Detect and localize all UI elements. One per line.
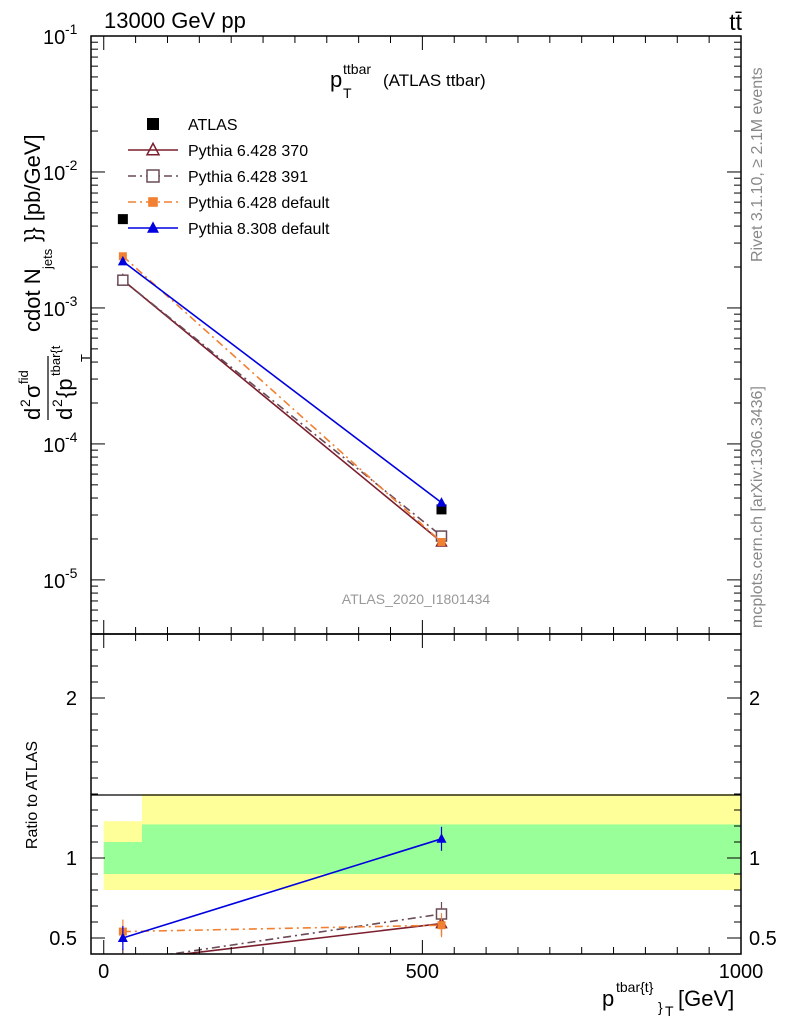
legend-item: Pythia 6.428 370 xyxy=(128,141,308,160)
main-panel: 10-110-210-310-410-5 p T ttbar (ATLAS tt… xyxy=(16,21,742,635)
x-tick-label: 1000 xyxy=(719,961,764,983)
main-y-tick-label: 10 -3 xyxy=(43,293,78,321)
ylabel-cdot: cdot N xyxy=(20,268,45,332)
ratio-y-tick-label-right: 2 xyxy=(749,688,760,710)
xlabel-units: [GeV] xyxy=(678,986,734,1011)
ratio-panel: 0.5 0.5 1 1 2 2 0 500 1000 Ratio to ATLAS p tbar… xyxy=(24,633,777,1019)
legend-marker xyxy=(146,169,160,183)
legend-label: Pythia 6.428 370 xyxy=(188,143,308,160)
ratio-point-1 xyxy=(118,956,128,966)
ratio-y-tick-label-right: 1 xyxy=(749,848,760,870)
process-label: tt̄ xyxy=(729,9,742,35)
main-y-tick-base: 10 xyxy=(43,27,65,49)
title-sub-T: T xyxy=(343,85,352,101)
ylabel-sup2: 2 xyxy=(17,399,33,407)
ylabel-T: T xyxy=(78,354,93,362)
main-y-tick-base: 10 xyxy=(43,571,65,593)
series-line-2 xyxy=(122,279,442,537)
ylabel-pbrace: {p xyxy=(52,378,77,398)
series-line-4 xyxy=(122,260,442,504)
data-point-2 xyxy=(117,274,129,286)
title-suffix: (ATLAS ttbar) xyxy=(383,71,486,90)
ratio-point-2 xyxy=(437,921,446,930)
x-tick-label: 0 xyxy=(98,961,109,983)
ylabel-units: }} [pb/GeV] xyxy=(20,134,45,242)
main-y-tick-exp: -2 xyxy=(65,157,78,173)
legend-label: Pythia 6.428 default xyxy=(188,195,330,212)
main-ylabel: d 2 σ fid d 2 {p tbar{t T cdot N jets }}… xyxy=(16,134,93,420)
legend-item: Pythia 6.428 391 xyxy=(128,169,308,186)
series-line-1 xyxy=(122,279,442,543)
main-y-tick-exp: -1 xyxy=(65,21,78,37)
legend-marker xyxy=(147,118,159,130)
main-y-tick-label: 10 -2 xyxy=(43,157,78,185)
uncertainty-band-inner-0 xyxy=(103,842,142,874)
data-point-4 xyxy=(436,497,447,507)
legend-item: Pythia 6.428 default xyxy=(128,195,330,212)
xlabel-sub: } xyxy=(658,999,663,1015)
legend-item: Pythia 8.308 default xyxy=(128,221,330,238)
main-y-tick-exp: -3 xyxy=(65,293,78,309)
ratio-point-0 xyxy=(118,956,128,966)
ratio-y-tick-label: 2 xyxy=(66,688,77,710)
data-point-0 xyxy=(117,214,128,225)
main-y-tick-label: 10 -4 xyxy=(43,429,78,457)
ratio-point-3 xyxy=(436,833,447,843)
ratio-y-tick-label: 1 xyxy=(66,848,77,870)
data-point-4 xyxy=(117,255,128,266)
ratio-xlabel: p tbar{t} } T [GeV] xyxy=(602,979,734,1019)
main-y-tick-base: 10 xyxy=(43,299,65,321)
main-y-tick-exp: -5 xyxy=(65,565,78,581)
title-p: p xyxy=(330,67,342,92)
ratio-y-tick-label-right: 0.5 xyxy=(749,928,777,950)
data-point-0 xyxy=(436,504,447,515)
data-point-3 xyxy=(437,537,446,546)
legend-marker xyxy=(148,197,158,207)
ratio-y-tick-label: 0.5 xyxy=(49,928,77,950)
main-y-tick-label: 10 -1 xyxy=(43,21,78,49)
ratio-line-0 xyxy=(177,922,442,954)
legend-marker xyxy=(145,141,161,156)
ylabel-tbar: tbar{t xyxy=(48,345,63,376)
ylabel-fid: fid xyxy=(16,370,31,384)
analysis-watermark: ATLAS_2020_I1801434 xyxy=(342,591,491,607)
ratio-line-2 xyxy=(122,924,442,933)
ylabel-sigma: σ xyxy=(20,384,45,398)
mcplots-label: mcplots.cern.ch [arXiv:1306.3436] xyxy=(749,386,766,628)
x-tick-label: 500 xyxy=(406,961,439,983)
legend: ATLAS Pythia 6.428 370 Pythia 6.428 391 Pyt… xyxy=(128,117,330,238)
energy-label: 13000 GeV pp xyxy=(104,8,246,33)
legend-item: ATLAS xyxy=(147,117,238,134)
legend-marker xyxy=(147,221,159,233)
main-y-tick-base: 10 xyxy=(43,435,65,457)
ylabel-d: d xyxy=(20,408,45,420)
xlabel-sup: tbar{t} xyxy=(616,979,654,995)
main-y-tick-exp: -4 xyxy=(65,429,78,445)
ratio-ylabel: Ratio to ATLAS xyxy=(24,741,41,849)
xlabel-T: T xyxy=(665,1003,674,1019)
ylabel-sup2b: 2 xyxy=(49,399,65,407)
main-title: p T ttbar (ATLAS ttbar) xyxy=(330,61,486,101)
rivet-version-label: Rivet 3.1.10, ≥ 2.1M events xyxy=(749,67,766,262)
main-y-tick-label: 10 -5 xyxy=(43,565,78,593)
series-line-3 xyxy=(122,255,443,543)
ratio-frame xyxy=(90,633,742,955)
ylabel-jets: jets xyxy=(40,248,55,270)
legend-label: Pythia 8.308 default xyxy=(188,221,330,238)
legend-label: ATLAS xyxy=(188,117,238,134)
ylabel-d2: d xyxy=(52,408,77,420)
ratio-point-3 xyxy=(117,932,128,942)
xlabel-p: p xyxy=(602,986,614,1011)
legend-label: Pythia 6.428 391 xyxy=(188,169,308,186)
title-sup-ttbar: ttbar xyxy=(343,61,371,77)
main-y-tick-base: 10 xyxy=(43,163,65,185)
ratio-line-3 xyxy=(122,838,442,939)
